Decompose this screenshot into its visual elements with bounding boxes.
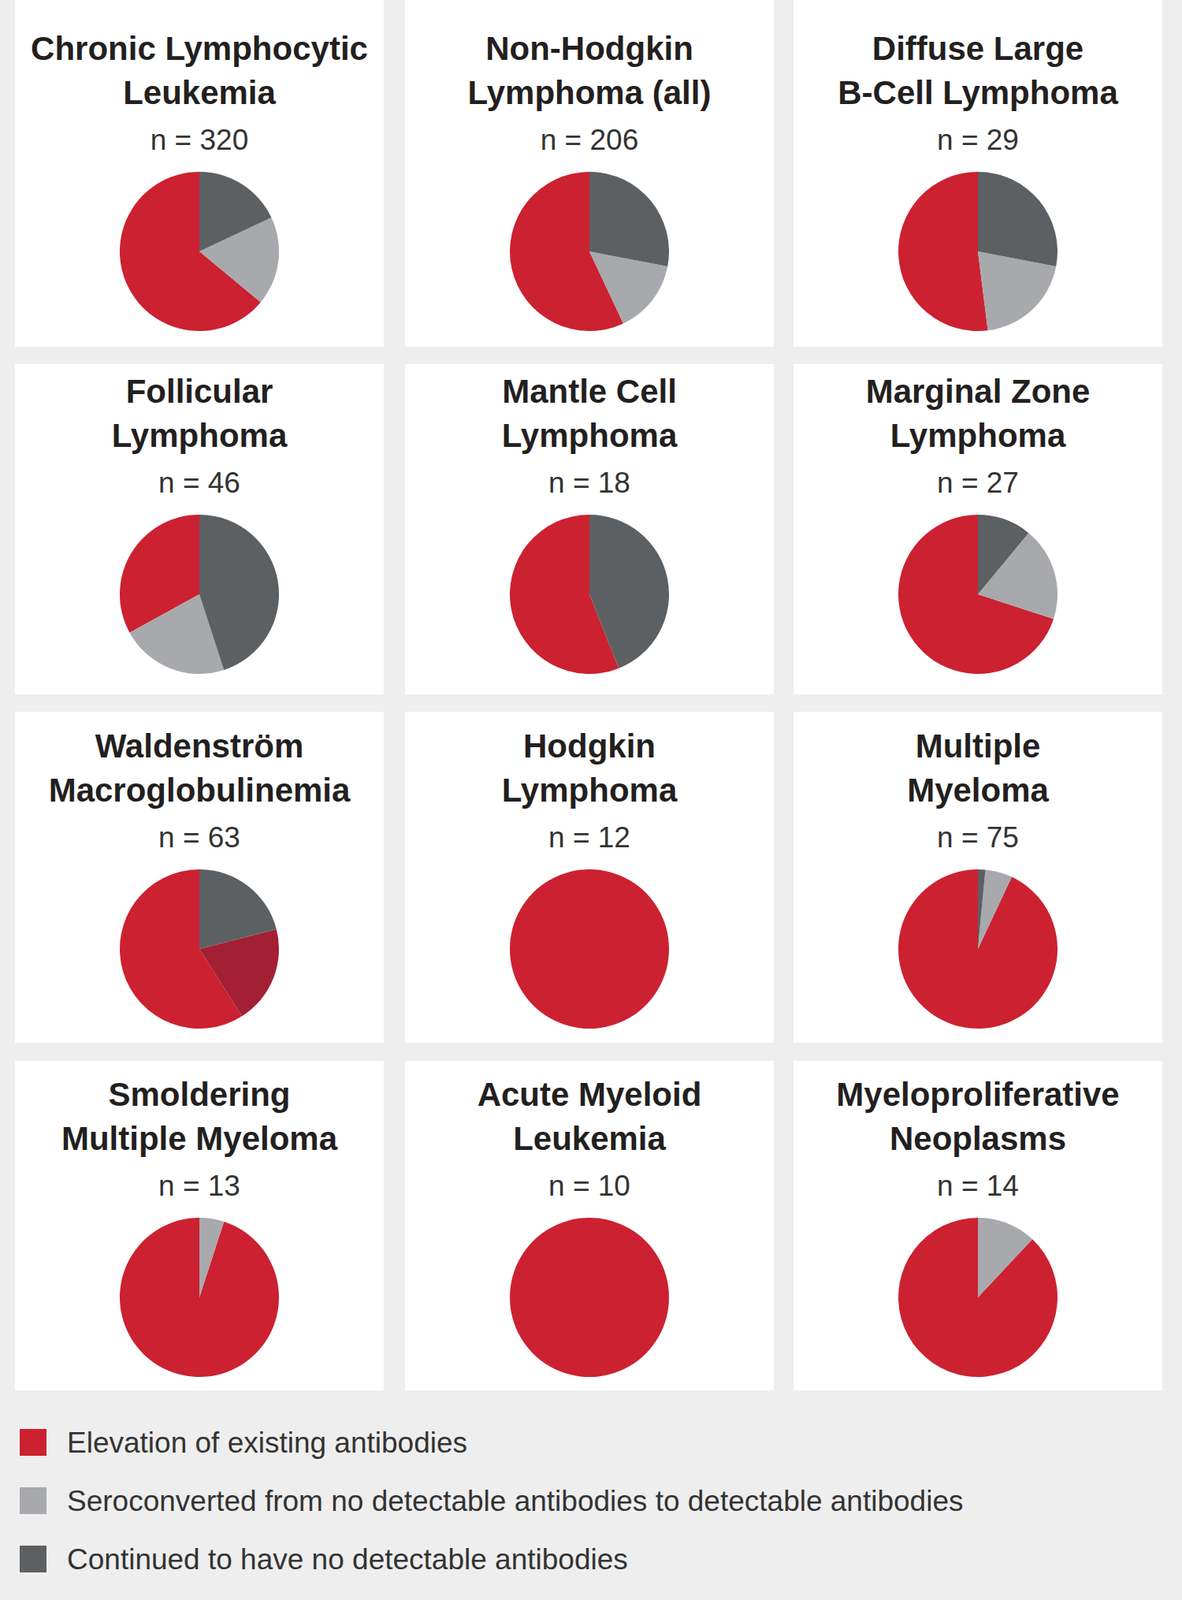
svg-text:Seroconverted from no detectab: Seroconverted from no detectable antibod…	[66, 1484, 963, 1517]
svg-text:Lymphoma: Lymphoma	[111, 416, 288, 454]
svg-text:Mantle Cell: Mantle Cell	[501, 372, 677, 410]
svg-text:Leukemia: Leukemia	[122, 74, 276, 112]
svg-text:Hodgkin: Hodgkin	[523, 727, 656, 765]
svg-text:n = 46: n = 46	[158, 466, 241, 499]
svg-text:n = 18: n = 18	[548, 466, 631, 499]
svg-text:Elevation of existing antibodi: Elevation of existing antibodies	[66, 1426, 468, 1459]
svg-text:Macroglobulinemia: Macroglobulinemia	[48, 771, 351, 809]
svg-text:B-Cell Lymphoma: B-Cell Lymphoma	[837, 74, 1119, 112]
svg-text:n = 63: n = 63	[158, 821, 241, 854]
svg-text:Follicular: Follicular	[126, 372, 274, 410]
svg-text:n = 29: n = 29	[936, 123, 1019, 157]
svg-text:Smoldering: Smoldering	[107, 1075, 290, 1113]
svg-text:Leukemia: Leukemia	[512, 1119, 666, 1157]
svg-text:n = 13: n = 13	[158, 1169, 241, 1202]
svg-text:Lymphoma: Lymphoma	[501, 771, 678, 809]
svg-text:n = 75: n = 75	[936, 821, 1019, 854]
svg-text:n = 10: n = 10	[548, 1169, 631, 1202]
svg-text:Neoplasms: Neoplasms	[889, 1119, 1067, 1157]
svg-text:n = 320: n = 320	[150, 123, 249, 157]
svg-text:Lymphoma (all): Lymphoma (all)	[468, 74, 712, 112]
svg-text:Multiple Myeloma: Multiple Myeloma	[61, 1119, 339, 1157]
svg-text:Marginal Zone: Marginal Zone	[866, 372, 1091, 410]
svg-text:n = 27: n = 27	[936, 466, 1019, 499]
svg-text:n = 14: n = 14	[936, 1169, 1019, 1202]
svg-text:Diffuse Large: Diffuse Large	[872, 29, 1084, 67]
svg-text:Myeloproliferative: Myeloproliferative	[836, 1075, 1119, 1113]
svg-text:Acute Myeloid: Acute Myeloid	[477, 1075, 703, 1113]
svg-text:Lymphoma: Lymphoma	[501, 416, 678, 454]
svg-text:Continued to have no detectabl: Continued to have no detectable antibodi…	[66, 1542, 629, 1576]
svg-text:Multiple: Multiple	[915, 727, 1041, 765]
svg-text:Waldenström: Waldenström	[95, 727, 304, 765]
svg-text:Myeloma: Myeloma	[906, 771, 1049, 809]
svg-text:n = 12: n = 12	[548, 821, 631, 854]
svg-text:n = 206: n = 206	[540, 123, 639, 157]
svg-text:Lymphoma: Lymphoma	[890, 416, 1067, 454]
svg-text:Non-Hodgkin: Non-Hodgkin	[485, 29, 694, 67]
svg-text:Chronic Lymphocytic: Chronic Lymphocytic	[30, 29, 368, 67]
